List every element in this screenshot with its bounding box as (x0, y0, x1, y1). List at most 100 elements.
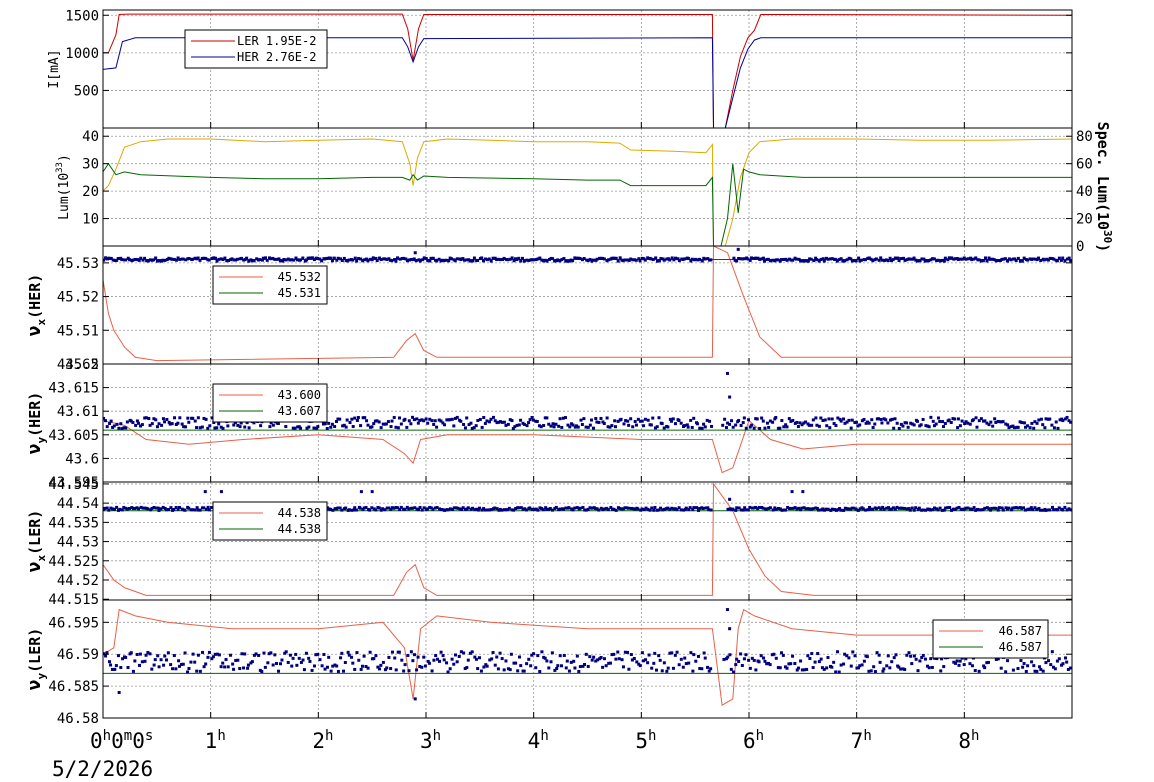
tune-point (774, 656, 778, 660)
tune-point (739, 652, 743, 656)
tune-point (866, 420, 870, 424)
tune-point (809, 257, 813, 261)
tune-point (686, 425, 690, 429)
tune-point (288, 258, 292, 262)
tune-point (487, 257, 491, 261)
tune-point (899, 257, 903, 261)
tune-point (1065, 660, 1069, 664)
tune-point (692, 653, 696, 657)
tune-point (691, 669, 695, 673)
tune-point (484, 508, 488, 512)
tune-point (636, 417, 640, 421)
tune-point (507, 506, 511, 510)
tune-point (371, 256, 375, 260)
tune-point (418, 418, 422, 422)
tune-point (1007, 426, 1011, 430)
tune-point (334, 420, 338, 424)
tune-point (141, 506, 145, 510)
tune-point (1026, 424, 1030, 428)
tune-point (819, 416, 823, 420)
tune-point (568, 259, 572, 263)
tune-point (461, 257, 465, 261)
tune-point (815, 506, 819, 510)
tune-point (1034, 257, 1038, 261)
y-tick-label: 10 (82, 212, 99, 228)
tune-point (442, 658, 446, 662)
tune-point (814, 506, 818, 510)
tune-point (931, 508, 935, 512)
tune-point (534, 258, 538, 262)
tune-point (694, 257, 698, 261)
tune-point (704, 506, 708, 510)
tune-point (616, 650, 620, 654)
tune-point (452, 506, 456, 510)
tune-point (886, 654, 890, 658)
tune-point (706, 665, 710, 669)
tune-point (659, 257, 663, 261)
grid (103, 128, 1072, 246)
tune-point (461, 506, 465, 510)
tune-point (1030, 660, 1034, 664)
tune-point (284, 258, 288, 262)
tune-point (353, 256, 357, 260)
tune-point (332, 256, 336, 260)
tune-point (748, 666, 752, 670)
tune-point (514, 507, 518, 511)
tune-point (590, 259, 594, 263)
tune-point (941, 420, 945, 424)
tune-point (649, 423, 653, 427)
tune-point (169, 506, 173, 510)
tune-point (1039, 258, 1043, 262)
tune-point (476, 667, 480, 671)
tune-point (200, 256, 204, 260)
tune-point (178, 257, 182, 261)
tune-point (728, 627, 732, 631)
tune-point (387, 257, 391, 261)
tune-point (652, 508, 656, 512)
tune-point (1006, 659, 1010, 663)
tune-point (103, 506, 107, 510)
tune-point (955, 506, 959, 510)
tune-point (258, 258, 262, 262)
tune-point (296, 425, 300, 429)
tune-point (884, 258, 888, 262)
tune-point (1033, 420, 1037, 424)
tune-point (396, 256, 400, 260)
tune-point (506, 422, 510, 426)
tune-point (883, 258, 887, 262)
tune-point (849, 426, 853, 430)
tune-point (542, 259, 546, 263)
tune-point (668, 651, 672, 655)
tune-point (890, 417, 894, 421)
tune-point (972, 506, 976, 510)
tune-point (642, 424, 646, 428)
tune-point (105, 425, 109, 429)
tune-point (584, 652, 588, 656)
tune-point (842, 508, 846, 512)
tune-point (163, 420, 167, 424)
tune-point (1035, 421, 1039, 425)
tune-point (411, 659, 415, 663)
tune-point (956, 417, 960, 421)
tune-point (363, 416, 367, 420)
tune-point (762, 656, 766, 660)
tune-point (638, 664, 642, 668)
tune-point (858, 423, 862, 427)
tune-point (1022, 662, 1026, 666)
tune-point (355, 508, 359, 512)
tune-point (806, 654, 810, 658)
tune-point (1048, 508, 1052, 512)
legend-entry: 45.531 (278, 286, 321, 300)
tune-point (177, 659, 181, 663)
tune-point (829, 257, 833, 261)
tune-point (325, 256, 329, 260)
tune-point (553, 259, 557, 263)
tune-point (612, 652, 616, 656)
tune-point (116, 654, 120, 658)
tune-point (347, 508, 351, 512)
tune-point (105, 506, 109, 510)
tune-point (414, 259, 418, 263)
tune-point (184, 258, 188, 262)
tune-point (502, 256, 506, 260)
tune-point (957, 505, 961, 509)
